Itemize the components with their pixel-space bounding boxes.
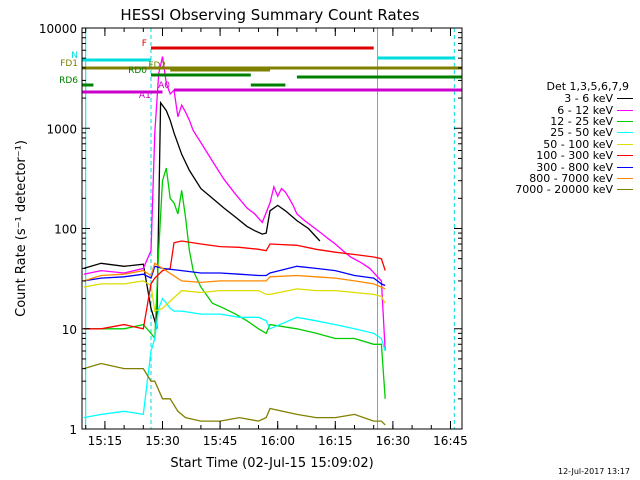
legend-label: 50 - 100 keV: [543, 137, 613, 151]
flag-label-7: RD6: [59, 76, 78, 86]
legend-swatch: [617, 98, 633, 100]
legend-label: 25 - 50 keV: [550, 126, 613, 140]
legend-item-9: 7000 - 20000 keV: [505, 183, 633, 197]
legend-label: 800 - 7000 keV: [529, 171, 613, 185]
flag-label-1: N: [71, 51, 78, 61]
legend-item-5: 50 - 100 keV: [505, 137, 633, 151]
legend-swatch: [617, 166, 633, 168]
x-tick-label: 16:00: [260, 434, 295, 448]
flag-label-5: RD0: [128, 66, 147, 76]
x-tick-label: 16:15: [318, 434, 353, 448]
x-tick-label: 15:45: [203, 434, 238, 448]
flag-label-4: FD2: [148, 61, 166, 71]
flag-label-3: FD1: [60, 59, 78, 69]
legend-label: 7000 - 20000 keV: [515, 183, 613, 197]
flag-label-10: A1: [139, 91, 151, 101]
legend-item-6: 100 - 300 keV: [505, 149, 633, 163]
y-tick-label: 10000: [39, 22, 77, 36]
series-line-1: [83, 100, 321, 329]
flag-label-11: A0: [158, 81, 170, 91]
legend-title: Det 1,3,5,6,7,9: [546, 80, 629, 93]
chart-title: HESSI Observing Summary Count Rates: [120, 6, 419, 24]
legend-label: 12 - 25 keV: [550, 114, 613, 128]
legend-label: 3 - 6 keV: [564, 92, 613, 106]
y-tick-label: 1: [69, 423, 77, 437]
y-tick-label: 10: [62, 323, 77, 337]
x-tick-label: 15:15: [88, 434, 123, 448]
timestamp: 12-Jul-2017 13:17: [557, 467, 630, 476]
legend-label: 6 - 12 keV: [557, 103, 613, 117]
legend-item-2: 6 - 12 keV: [505, 103, 633, 117]
x-tick-label: 16:30: [376, 434, 411, 448]
legend-swatch: [617, 120, 633, 122]
legend-item-7: 300 - 800 keV: [505, 160, 633, 174]
legend-swatch: [617, 109, 633, 111]
y-axis-label: Count Rate (s⁻¹ detector⁻¹): [14, 140, 29, 317]
series-line-5: [83, 280, 386, 312]
legend-swatch: [617, 143, 633, 145]
legend: Det 1,3,5,6,7,9 3 - 6 keV 6 - 12 keV 12 - …: [505, 80, 633, 196]
legend-swatch: [617, 155, 633, 157]
legend-item-3: 12 - 25 keV: [505, 114, 633, 128]
legend-item-8: 800 - 7000 keV: [505, 171, 633, 185]
legend-item-1: 3 - 6 keV: [505, 92, 633, 106]
legend-item-4: 25 - 50 keV: [505, 126, 633, 140]
series-line-9: [83, 362, 386, 426]
series-line-4: [83, 297, 386, 419]
x-tick-label: 15:30: [145, 434, 180, 448]
series-line-6: [83, 240, 386, 330]
legend-swatch: [617, 189, 633, 191]
legend-swatch: [617, 177, 633, 179]
series-line-2: [83, 56, 386, 352]
x-tick-label: 16:45: [433, 434, 468, 448]
series-line-8: [83, 262, 386, 290]
y-tick-label: 100: [54, 223, 77, 237]
y-tick-label: 1000: [46, 122, 77, 136]
flag-label-0: F: [142, 39, 147, 49]
x-axis-label: Start Time (02-Jul-15 15:09:02): [170, 456, 373, 471]
legend-swatch: [617, 132, 633, 134]
series-line-7: [83, 265, 386, 287]
legend-label: 100 - 300 keV: [536, 149, 613, 163]
legend-label: 300 - 800 keV: [536, 160, 613, 174]
